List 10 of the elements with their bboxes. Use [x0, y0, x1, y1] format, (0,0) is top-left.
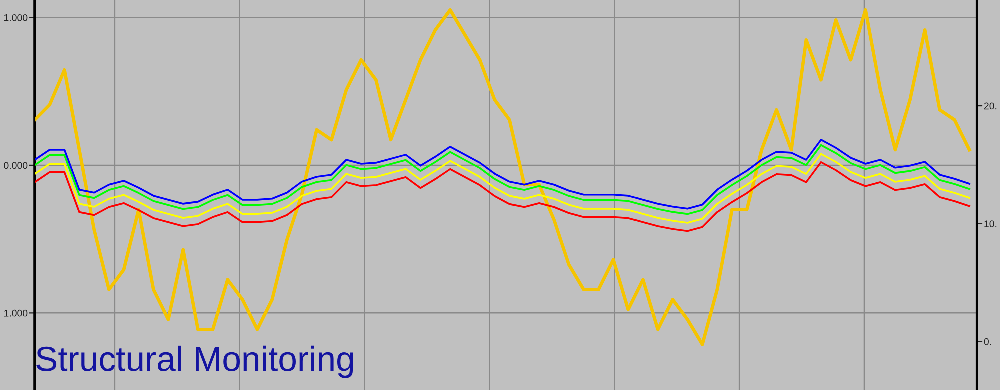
text: Structural Monitoring [36, 346, 354, 378]
y-tick-label: 1.000 [4, 310, 28, 317]
line-series [35, 153, 970, 224]
y2-tick-label: 10. [984, 220, 997, 228]
line-series [35, 8, 972, 346]
line-series [35, 161, 970, 232]
y2-tick-label: 20. [984, 102, 997, 110]
y-tick-label: 1.000 [4, 14, 28, 22]
y2-tick-label: 0. [984, 338, 992, 346]
y-tick-label: 0.000 [4, 162, 28, 170]
